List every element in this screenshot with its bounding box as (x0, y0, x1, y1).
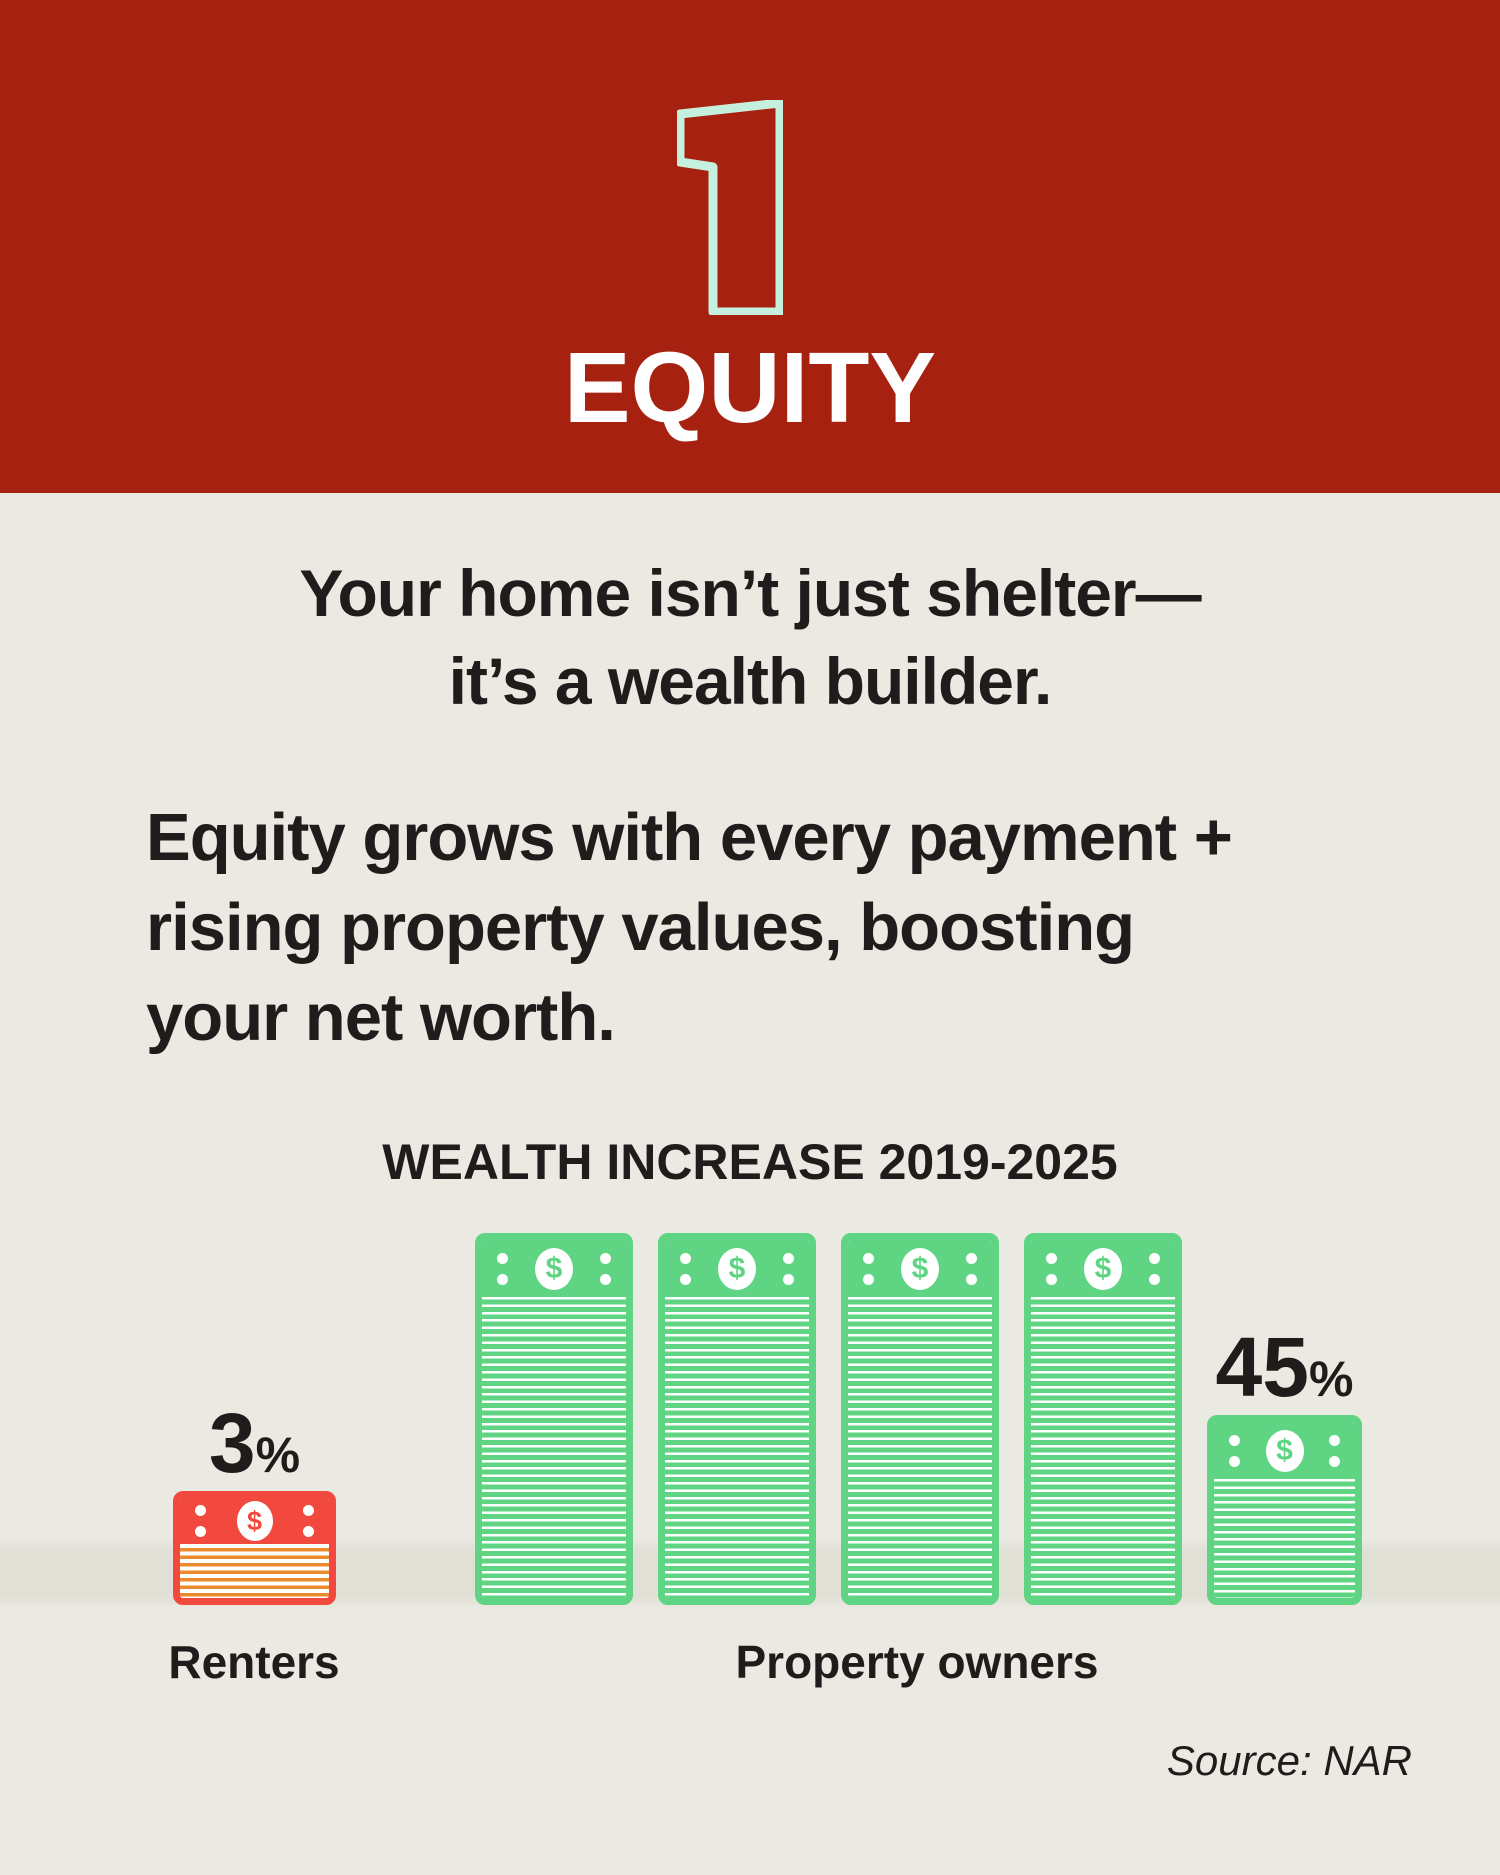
money-stack-top-bill: $ (1031, 1240, 1175, 1297)
bill-dot-icon (195, 1505, 206, 1516)
renters-percent-label: 3% (209, 1401, 300, 1485)
bill-dots-right (966, 1252, 977, 1285)
bill-dots-left (863, 1252, 874, 1285)
bill-dots-right (1149, 1252, 1160, 1285)
percent-sign: % (255, 1426, 301, 1483)
money-stack-bills (848, 1297, 992, 1598)
dollar-sign-icon: $ (236, 1501, 273, 1541)
money-stack-top-bill: $ (180, 1498, 329, 1544)
bill-dot-icon (863, 1273, 874, 1285)
money-stack-renters: $ (173, 1491, 336, 1605)
bill-dot-icon (680, 1273, 691, 1285)
category-label-renters: Renters (168, 1636, 340, 1688)
body-line-1: Equity grows with every payment + (146, 800, 1233, 875)
bill-dots-right (303, 1505, 314, 1537)
money-stack-owners-3: $ (841, 1233, 999, 1605)
bill-dot-icon (1329, 1455, 1340, 1467)
money-stack-bills (1031, 1297, 1175, 1598)
money-stack-owners-2: $ (658, 1233, 816, 1605)
money-stack-bills (665, 1297, 809, 1598)
owners-column-3: $ (841, 1233, 999, 1605)
number-one-path (677, 100, 783, 315)
body-text: Equity grows with every payment + rising… (146, 793, 1233, 1063)
bill-dots-left (195, 1505, 206, 1537)
banner-title: EQUITY (563, 332, 937, 444)
percent-sign: % (1308, 1350, 1354, 1407)
number-one-outline-icon (677, 100, 783, 315)
bill-dot-icon (303, 1505, 314, 1516)
body-line-2: rising property values, boosting (146, 890, 1135, 965)
bill-dot-icon (1149, 1273, 1160, 1285)
bill-dots-left (497, 1252, 508, 1285)
money-stack-top-bill: $ (665, 1240, 809, 1297)
bill-dot-icon (1046, 1273, 1057, 1285)
content: Your home isn’t just shelter— it’s a wea… (0, 493, 1500, 1875)
bill-dot-icon (303, 1526, 314, 1537)
dollar-sign-icon: $ (901, 1247, 939, 1290)
money-stack-owners-partial: $ (1207, 1415, 1362, 1605)
bill-dots-left (680, 1252, 691, 1285)
money-stack-bills (180, 1544, 329, 1598)
bill-dot-icon (600, 1252, 611, 1264)
money-stack-top-bill: $ (1214, 1422, 1355, 1479)
dollar-sign-icon: $ (535, 1247, 573, 1290)
body-line-3: your net worth. (146, 980, 616, 1055)
money-stack-owners-1: $ (475, 1233, 633, 1605)
bill-dot-icon (600, 1273, 611, 1285)
dollar-sign-icon: $ (718, 1247, 756, 1290)
bill-dot-icon (783, 1273, 794, 1285)
headline-line-1: Your home isn’t just shelter— (299, 556, 1201, 630)
owners-column-2: $ (658, 1233, 816, 1605)
bill-dots-right (783, 1252, 794, 1285)
banner: EQUITY (0, 0, 1500, 493)
dollar-sign-icon: $ (1265, 1429, 1304, 1472)
bill-dots-right (1329, 1434, 1340, 1467)
bill-dot-icon (863, 1252, 874, 1264)
money-stack-top-bill: $ (848, 1240, 992, 1297)
owners-column-4: $ (1024, 1233, 1182, 1605)
source-note: Source: NAR (1166, 1737, 1412, 1784)
owners-percent-label: 45% (1216, 1325, 1354, 1409)
bill-dot-icon (966, 1252, 977, 1264)
bill-dot-icon (966, 1273, 977, 1285)
owners-percent-value: 45 (1215, 1319, 1309, 1414)
bill-dot-icon (1046, 1252, 1057, 1264)
money-stack-bills (1214, 1479, 1355, 1598)
bill-dots-left (1229, 1434, 1240, 1467)
money-stack-owners-4: $ (1024, 1233, 1182, 1605)
bill-dot-icon (1329, 1434, 1340, 1446)
bill-dot-icon (783, 1252, 794, 1264)
bill-dots-left (1046, 1252, 1057, 1285)
bill-dot-icon (195, 1526, 206, 1537)
bill-dot-icon (497, 1273, 508, 1285)
category-label-owners: Property owners (735, 1636, 1099, 1688)
owners-column-1: $ (475, 1233, 633, 1605)
bill-dot-icon (680, 1252, 691, 1264)
money-stack-top-bill: $ (482, 1240, 626, 1297)
renters-percent-value: 3 (208, 1395, 256, 1490)
bill-dot-icon (1149, 1252, 1160, 1264)
bill-dot-icon (1229, 1434, 1240, 1446)
renters-column: 3% $ (173, 1401, 336, 1605)
chart-title: WEALTH INCREASE 2019-2025 (382, 1134, 1118, 1190)
headline-line-2: it’s a wealth builder. (448, 644, 1053, 718)
money-stack-bills (482, 1297, 626, 1598)
bill-dot-icon (497, 1252, 508, 1264)
stacks-row: 3% $ (173, 1233, 1362, 1605)
dollar-sign-icon: $ (1084, 1247, 1122, 1290)
owners-column-short: 45% $ (1207, 1325, 1362, 1605)
bill-dot-icon (1229, 1455, 1240, 1467)
headline: Your home isn’t just shelter— it’s a wea… (0, 549, 1500, 725)
bill-dots-right (600, 1252, 611, 1285)
